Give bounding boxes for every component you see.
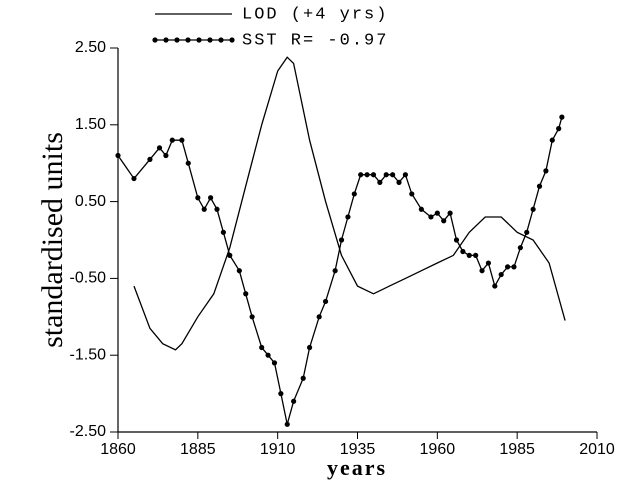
- x-tick-label: 1860: [100, 441, 136, 458]
- data-point: [396, 179, 402, 185]
- x-axis-label: years: [327, 455, 387, 480]
- data-point: [322, 298, 329, 305]
- data-point: [338, 237, 345, 243]
- y-tick-label: -2.50: [70, 423, 107, 440]
- data-point: [479, 268, 485, 274]
- data-point: [549, 137, 555, 143]
- data-point: [511, 264, 517, 270]
- y-axis-label: standardised units: [36, 132, 69, 348]
- data-point: [460, 248, 466, 255]
- data-point: [278, 391, 284, 397]
- x-tick-label: 1885: [180, 441, 216, 458]
- x-tick-label: 1985: [499, 441, 535, 458]
- data-point: [517, 245, 523, 251]
- data-point: [556, 126, 562, 132]
- data-point: [434, 210, 440, 216]
- y-tick-label: 1.50: [75, 116, 106, 133]
- legend-marker: [229, 37, 235, 43]
- data-point: [300, 375, 306, 381]
- data-point: [418, 206, 424, 212]
- legend-marker: [218, 37, 224, 43]
- x-tick-label: 1910: [260, 441, 296, 458]
- x-tick-label: 1960: [420, 441, 456, 458]
- data-point: [473, 252, 479, 258]
- data-point: [364, 172, 370, 178]
- legend-marker: [152, 37, 158, 43]
- data-point: [163, 152, 169, 159]
- legend-marker: [196, 37, 202, 43]
- data-point: [243, 291, 249, 297]
- data-point: [179, 137, 185, 143]
- legend-marker: [163, 37, 169, 43]
- data-point: [524, 229, 530, 235]
- data-point: [214, 206, 220, 212]
- data-point: [227, 252, 233, 258]
- data-point: [131, 175, 137, 182]
- legend-marker: [174, 37, 180, 43]
- data-point: [201, 206, 207, 212]
- data-point: [504, 264, 511, 270]
- data-point: [195, 195, 201, 201]
- data-point: [409, 191, 415, 197]
- data-point: [156, 145, 163, 151]
- data-point: [485, 260, 492, 266]
- data-point: [249, 314, 255, 320]
- data-point: [453, 237, 460, 243]
- data-point: [169, 137, 175, 143]
- legend-label: LOD (+4 yrs): [242, 5, 388, 24]
- data-point: [402, 172, 408, 178]
- data-point: [259, 344, 265, 351]
- data-point: [428, 214, 434, 220]
- data-point: [284, 421, 290, 427]
- data-point: [498, 271, 504, 278]
- data-point: [358, 172, 364, 178]
- y-tick-label: 2.50: [75, 39, 106, 56]
- data-point: [559, 114, 565, 120]
- data-point: [492, 283, 498, 289]
- data-point: [185, 160, 191, 166]
- data-point: [265, 352, 271, 358]
- data-point: [208, 195, 214, 201]
- data-point: [351, 191, 357, 197]
- y-tick-label: -1.50: [70, 346, 107, 363]
- data-point: [220, 229, 226, 235]
- legend-marker: [185, 37, 191, 43]
- data-point: [390, 172, 396, 178]
- data-point: [236, 268, 242, 274]
- data-point: [466, 252, 472, 258]
- data-point: [291, 398, 297, 404]
- series-line: [117, 116, 563, 425]
- data-point: [383, 172, 389, 178]
- data-point: [370, 172, 377, 178]
- data-point: [543, 168, 549, 174]
- data-point: [530, 206, 536, 212]
- data-point: [332, 268, 338, 274]
- data-point: [271, 360, 278, 366]
- y-tick-label: 0.50: [75, 193, 106, 210]
- data-point: [115, 152, 121, 159]
- legend-label: SST R= -0.97: [242, 31, 388, 50]
- data-point: [345, 214, 351, 220]
- data-point: [307, 344, 313, 351]
- data-point: [377, 179, 383, 185]
- data-point: [447, 210, 453, 216]
- legend-marker: [207, 37, 213, 43]
- data-point: [316, 314, 322, 320]
- y-tick-label: -0.50: [70, 270, 107, 287]
- data-point: [441, 218, 447, 224]
- data-point: [147, 156, 153, 162]
- data-point: [536, 183, 543, 189]
- x-tick-label: 2010: [579, 441, 615, 458]
- series-line: [133, 56, 566, 351]
- x-tick-label: 1935: [340, 441, 376, 458]
